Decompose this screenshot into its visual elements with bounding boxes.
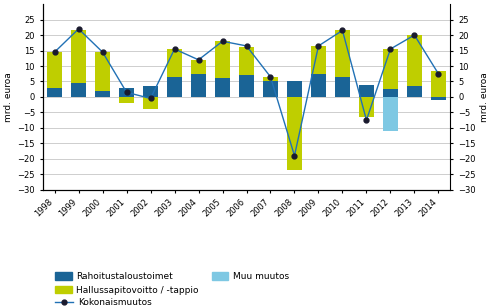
Bar — [407, 86, 422, 97]
Bar — [311, 74, 326, 97]
Bar — [47, 88, 63, 97]
Bar — [335, 31, 350, 77]
Bar — [167, 49, 182, 77]
Bar — [143, 86, 158, 97]
Bar — [430, 97, 446, 100]
Bar — [47, 52, 63, 88]
Bar — [383, 89, 398, 97]
Legend: Kokonaismuutos: Kokonaismuutos — [55, 298, 151, 306]
Bar — [383, 97, 398, 131]
Bar — [287, 81, 302, 97]
Bar — [119, 88, 135, 97]
Bar — [215, 41, 230, 78]
Bar — [215, 78, 230, 97]
Bar — [191, 60, 206, 74]
Bar — [407, 35, 422, 86]
Bar — [263, 77, 278, 81]
Bar — [358, 97, 374, 117]
Bar — [287, 97, 302, 170]
Bar — [191, 74, 206, 97]
Bar — [358, 84, 374, 97]
Y-axis label: mrd. euroa: mrd. euroa — [480, 72, 489, 122]
Bar — [335, 77, 350, 97]
Bar — [143, 97, 158, 109]
Bar — [95, 91, 110, 97]
Bar — [311, 46, 326, 74]
Bar — [383, 49, 398, 89]
Bar — [263, 81, 278, 97]
Bar — [71, 83, 86, 97]
Bar — [239, 75, 254, 97]
Bar — [119, 97, 135, 103]
Bar — [71, 31, 86, 83]
Bar — [95, 52, 110, 91]
Bar — [430, 71, 446, 97]
Bar — [239, 47, 254, 75]
Bar — [167, 77, 182, 97]
Y-axis label: mrd. euroa: mrd. euroa — [4, 72, 13, 122]
